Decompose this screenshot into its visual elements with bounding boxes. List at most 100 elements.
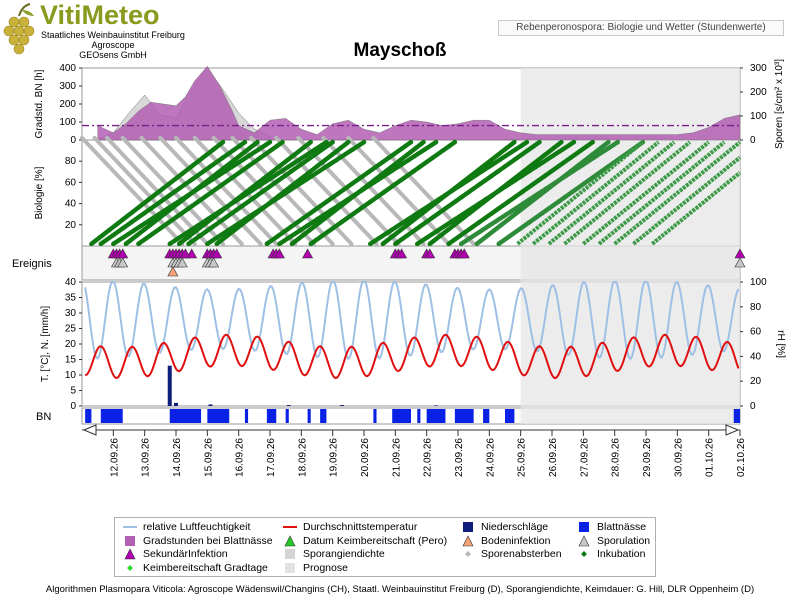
tick-label: 60	[750, 327, 762, 338]
precipitation-bar	[174, 402, 178, 406]
sporulation-marker	[734, 257, 746, 268]
incubation-forecast-curve	[651, 171, 742, 246]
incubation-curve	[186, 139, 335, 247]
diamond-gray-icon	[465, 551, 471, 557]
legend-label: Blattnässe	[597, 521, 647, 533]
sporulation-marker	[117, 257, 129, 268]
x-tick-label: 25.09.26	[517, 438, 528, 477]
line-red-icon	[283, 526, 297, 528]
x-tick-label: 26.09.26	[548, 438, 559, 477]
diamond-green-icon	[581, 551, 587, 557]
leaf-wetness-bar	[85, 409, 92, 423]
x-tick-label: 19.09.26	[329, 438, 340, 477]
tick-label: 20	[65, 220, 77, 231]
x-tick-label: 30.09.26	[673, 438, 684, 477]
tick-label: 100	[59, 117, 76, 128]
diamond-light-green-icon	[127, 564, 133, 571]
leaf-wetness-bar	[266, 409, 277, 423]
tick-label: 20	[65, 339, 77, 350]
leaf-wetness-bar	[733, 409, 740, 423]
incubation-forecast-curve	[547, 140, 676, 246]
leaf-wetness-bar	[373, 409, 377, 423]
triangle-orange-icon	[462, 534, 474, 546]
leaf-wetness-bar	[392, 409, 411, 423]
square-dark-blue-icon	[463, 522, 473, 532]
tick-label: 60	[65, 177, 77, 188]
forecast-region	[520, 68, 740, 424]
legend-label: Gradstunden bei Blattnässe	[143, 534, 273, 547]
incubation-curve	[427, 139, 564, 247]
legend-label: relative Luftfeuchtigkeit	[143, 521, 251, 533]
leaf-wetness-bar	[417, 409, 421, 423]
tick-label: 80	[65, 156, 77, 167]
incubation-forecast-curve	[632, 155, 742, 246]
incubation-curve	[446, 139, 595, 247]
tick-label: 200	[750, 87, 767, 98]
tick-label: 300	[59, 81, 76, 92]
leaf-wetness-bar	[307, 409, 311, 423]
logo: VitiMeteo Staatliches Weinbauinstitut Fr…	[0, 0, 240, 62]
secondary-infection-marker	[273, 248, 285, 259]
incubation-forecast-curve	[516, 140, 645, 246]
sporulation-marker	[176, 257, 188, 268]
y-axis-label: Gradstd. BN [h]	[34, 69, 45, 138]
scroll-right-arrow	[725, 424, 740, 436]
incubation-forecast-curve	[597, 140, 726, 246]
tick-label: 20	[750, 376, 762, 387]
square-blue-icon	[579, 522, 589, 532]
incubation-curve	[380, 139, 517, 247]
humidity-line	[84, 280, 740, 361]
triangle-magenta-icon	[124, 548, 136, 560]
x-tick-label: 18.09.26	[297, 438, 308, 477]
square-purple-icon	[125, 535, 135, 546]
legend-label: Durchschnittstemperatur	[303, 521, 418, 533]
triangle-green-icon	[284, 534, 296, 546]
footer-credits: Algorithmen Plasmopara Viticola: Agrosco…	[45, 584, 755, 595]
leaf-wetness-bar	[426, 409, 446, 423]
tick-label: 5	[70, 386, 76, 397]
legend-label: Niederschläge	[481, 521, 549, 533]
incubation-forecast-curve	[613, 140, 742, 246]
x-tick-label: 20.09.26	[360, 438, 371, 477]
incubation-curve	[289, 139, 426, 247]
x-tick-label: 16.09.26	[235, 438, 246, 477]
tick-label: 0	[70, 135, 76, 146]
incubation-curve	[264, 139, 414, 247]
precipitation-bar	[340, 405, 345, 406]
incubation-curve	[393, 139, 542, 247]
incubation-curve	[136, 139, 285, 247]
secondary-infection-marker	[396, 248, 408, 259]
incubation-curve	[214, 139, 351, 247]
tick-label: 10	[65, 370, 77, 381]
tick-label: 0	[750, 401, 756, 412]
x-tick-label: 21.09.26	[391, 438, 402, 477]
incubation-curve	[308, 139, 458, 247]
spore-death-curve	[346, 135, 451, 246]
org-line: Agroscope	[91, 40, 135, 50]
tick-label: 40	[65, 277, 77, 288]
x-tick-label: 23.09.26	[454, 438, 465, 477]
tick-label: 15	[65, 355, 77, 366]
tick-label: 40	[750, 351, 762, 362]
triangle-gray-icon	[578, 534, 590, 546]
spore-death-curve	[92, 135, 197, 246]
square-forecast-gray-icon	[285, 562, 295, 573]
incubation-curve	[123, 139, 260, 247]
org-line: Staatliches Weinbauinstitut Freiburg	[41, 30, 185, 40]
tick-label: 0	[70, 401, 76, 412]
secondary-infection-marker	[302, 248, 314, 259]
precipitation-bar	[167, 365, 172, 406]
tick-label: 40	[65, 199, 77, 210]
tick-label: 300	[750, 63, 767, 74]
incubation-forecast-curve	[563, 140, 692, 246]
x-tick-label: 27.09.26	[579, 438, 590, 477]
x-tick-label: 29.09.26	[642, 438, 653, 477]
biology-curves	[80, 135, 742, 247]
tick-label: 100	[750, 111, 767, 122]
secondary-infection-marker	[186, 248, 198, 259]
x-tick-label: 12.09.26	[109, 438, 120, 477]
precipitation-bar	[434, 405, 439, 406]
x-tick-label: 15.09.26	[203, 438, 214, 477]
sporulation-marker	[208, 257, 220, 268]
tick-label: 400	[59, 63, 76, 74]
